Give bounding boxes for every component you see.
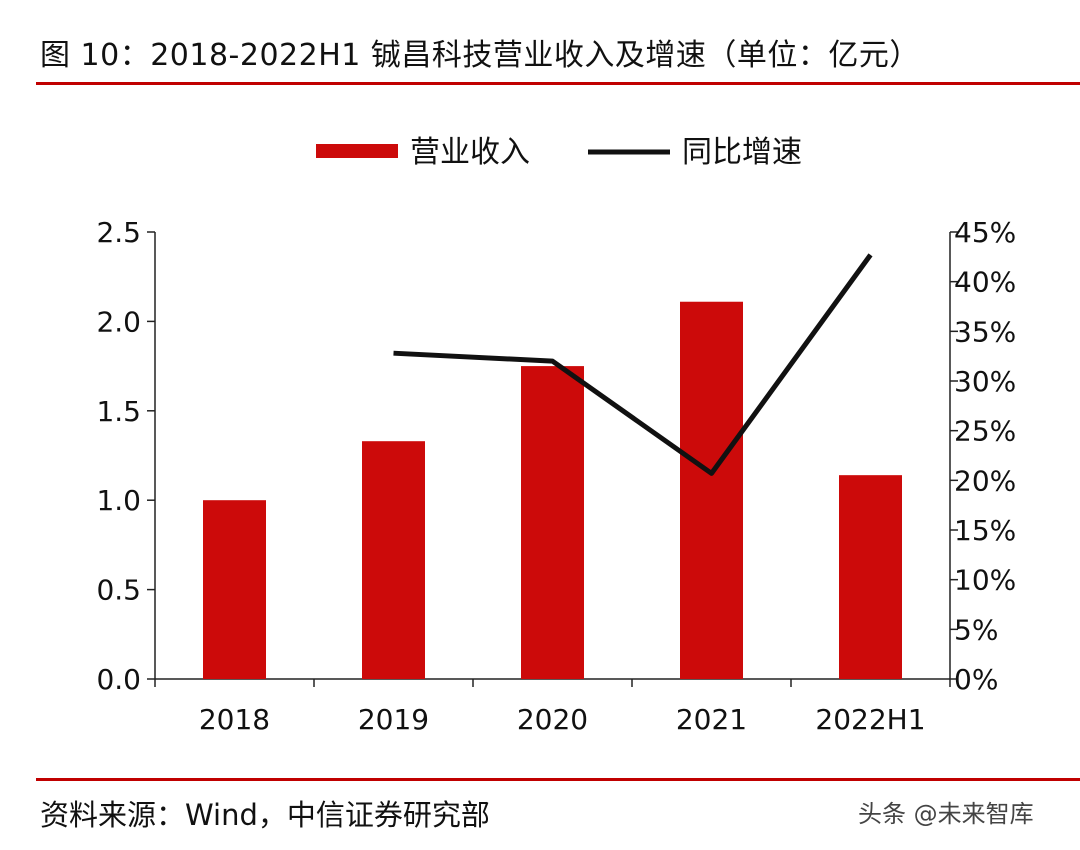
y-right-tick-label: 45%: [954, 216, 1016, 249]
x-tick-label: 2020: [517, 703, 588, 736]
axes: 0.0 0.5 1.0 1.5 2.0 2.5 0% 5% 10% 15% 20% 25% 30% 35%…: [96, 216, 1016, 736]
chart-title: 图 10：2018-2022H1 铖昌科技营业收入及增速（单位：亿元）: [40, 38, 920, 73]
y-right-tick-label: 5%: [954, 613, 998, 646]
legend-label-growth: 同比增速: [682, 135, 802, 170]
y-left-tick-label: 2.5: [96, 216, 141, 249]
legend-label-revenue: 营业收入: [410, 135, 530, 170]
y-left-tick-label: 0.5: [96, 574, 141, 607]
top-rule: [36, 82, 1080, 85]
combo-chart: 营业收入 同比增速 0.0 0.5 1.0 1.5 2.0 2.5 0% 5% 10% 15% 20…: [96, 135, 1016, 736]
x-tick-label: 2021: [676, 703, 747, 736]
y-left-tick-label: 1.0: [96, 484, 141, 517]
watermark: 头条 @未来智库: [858, 800, 1034, 828]
bar-series: [203, 301, 902, 679]
legend: 营业收入 同比增速: [316, 135, 802, 170]
y-left-tick-label: 0.0: [96, 663, 141, 696]
y-right-tick-label: 15%: [954, 514, 1016, 547]
x-tick-label: 2019: [358, 703, 429, 736]
legend-swatch-revenue: [316, 144, 398, 158]
y-right-tick-label: 0%: [954, 663, 998, 696]
y-right-tick-label: 40%: [954, 266, 1016, 299]
bar-revenue: [521, 366, 584, 679]
bar-revenue: [680, 301, 743, 679]
bar-revenue: [839, 475, 902, 679]
y-right-tick-label: 10%: [954, 564, 1016, 597]
bar-revenue: [362, 441, 425, 679]
y-left-tick-label: 1.5: [96, 395, 141, 428]
line-growth: [393, 253, 873, 476]
x-tick-label: 2022H1: [815, 703, 925, 736]
y-right-tick-label: 35%: [954, 315, 1016, 348]
bottom-rule: [36, 778, 1080, 781]
x-tick-label: 2018: [199, 703, 270, 736]
source-note: 资料来源：Wind，中信证券研究部: [40, 798, 490, 832]
y-right-tick-label: 20%: [954, 464, 1016, 497]
y-right-tick-label: 25%: [954, 415, 1016, 448]
line-series: [393, 253, 873, 476]
y-right-tick-label: 30%: [954, 365, 1016, 398]
bar-revenue: [203, 500, 266, 679]
y-left-tick-label: 2.0: [96, 305, 141, 338]
